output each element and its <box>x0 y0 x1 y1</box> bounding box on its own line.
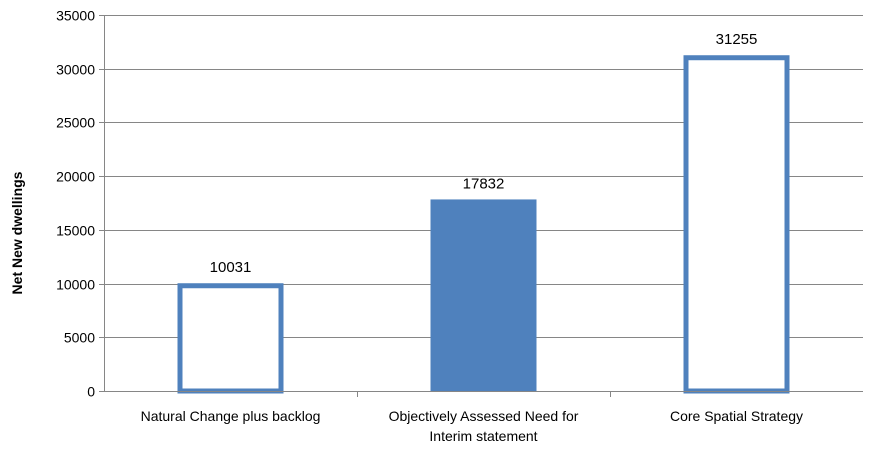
data-labels: 10031 17832 31255 <box>210 31 758 276</box>
y-tick-label: 25000 <box>56 115 95 131</box>
data-label: 31255 <box>716 31 758 48</box>
y-axis-ticks: 0 5000 10000 15000 20000 25000 30000 35000 <box>56 8 611 400</box>
x-tick-label: Objectively Assessed Need for Interim sta… <box>389 408 579 444</box>
y-tick-label: 30000 <box>56 62 95 78</box>
y-tick-label: 15000 <box>56 223 95 239</box>
data-label: 17832 <box>463 175 505 192</box>
data-label: 10031 <box>210 259 252 276</box>
bar <box>430 199 537 391</box>
y-tick-label: 35000 <box>56 8 95 24</box>
y-axis-title: Net New dwellings <box>9 171 25 294</box>
x-tick-label: Core Spatial Strategy <box>670 408 803 424</box>
y-tick-label: 20000 <box>56 169 95 185</box>
bar <box>683 55 790 394</box>
y-tick-label: 10000 <box>56 277 95 293</box>
y-tick-label: 5000 <box>64 330 95 346</box>
category-labels: Natural Change plus backlog Objectively A… <box>141 408 803 444</box>
y-tick-label: 0 <box>87 384 95 400</box>
bars <box>177 55 790 394</box>
x-tick-label: Natural Change plus backlog <box>141 408 321 424</box>
bar <box>177 283 284 394</box>
